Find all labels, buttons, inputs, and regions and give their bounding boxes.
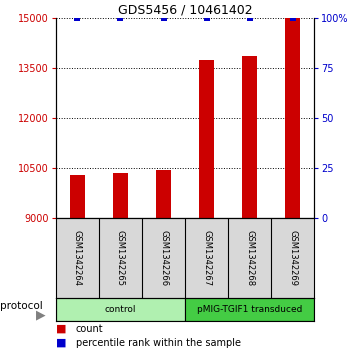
Text: control: control: [105, 305, 136, 314]
Text: percentile rank within the sample: percentile rank within the sample: [76, 338, 241, 348]
Text: count: count: [76, 323, 104, 334]
Bar: [185, 298, 314, 321]
Bar: [156, 170, 171, 218]
Text: pMIG-TGIF1 transduced: pMIG-TGIF1 transduced: [197, 305, 302, 314]
Bar: [285, 18, 300, 218]
Text: ■: ■: [56, 323, 66, 334]
Bar: [199, 60, 214, 218]
Bar: [113, 172, 128, 218]
Text: ▶: ▶: [36, 309, 46, 321]
Bar: [242, 56, 257, 218]
Text: GSM1342265: GSM1342265: [116, 230, 125, 286]
Point: [290, 15, 295, 21]
Point: [204, 15, 209, 21]
Text: GSM1342266: GSM1342266: [159, 230, 168, 286]
Point: [118, 15, 123, 21]
Title: GDS5456 / 10461402: GDS5456 / 10461402: [118, 4, 252, 17]
Point: [247, 15, 252, 21]
Text: GSM1342264: GSM1342264: [73, 230, 82, 286]
Bar: [56, 298, 185, 321]
Bar: [70, 175, 85, 218]
Point: [75, 15, 81, 21]
Text: GSM1342267: GSM1342267: [202, 230, 211, 286]
Text: ■: ■: [56, 338, 66, 348]
Point: [161, 15, 166, 21]
Text: GSM1342268: GSM1342268: [245, 230, 254, 286]
Text: protocol: protocol: [0, 301, 43, 311]
Text: GSM1342269: GSM1342269: [288, 230, 297, 286]
